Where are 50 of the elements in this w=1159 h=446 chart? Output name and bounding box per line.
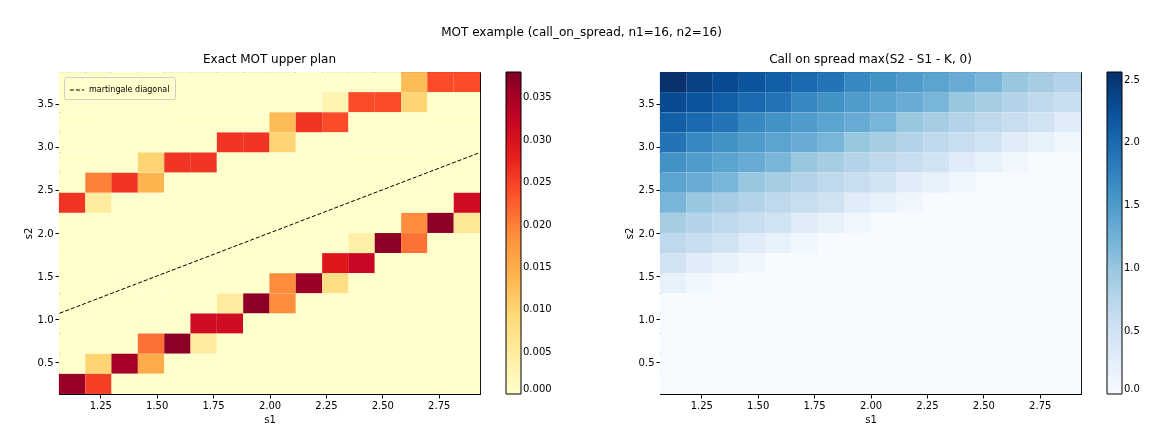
x-tick-label: 1.50 <box>146 399 169 411</box>
x-tick-label: 2.50 <box>972 399 995 411</box>
color-bar-label: 1.5 <box>1124 199 1140 211</box>
color-bar-label: 0.000 <box>523 383 552 394</box>
y-axis-title: s2 <box>623 227 635 240</box>
y-tick-label: 0.5 <box>37 356 54 368</box>
x-tick-label: 2.00 <box>859 399 883 411</box>
y-tick-label: 2.0 <box>37 227 54 239</box>
color-bar-label: 2.5 <box>1124 73 1140 85</box>
x-tick-label: 2.25 <box>315 399 338 411</box>
y-tick-label: 1.0 <box>37 313 54 325</box>
y-tick-label: 2.5 <box>638 184 655 196</box>
color-bar-label: 0.020 <box>523 218 552 230</box>
color-bar-label: 0.5 <box>1124 325 1140 337</box>
y-tick-label: 3.0 <box>638 141 655 153</box>
x-axis-title: s1 <box>264 413 276 425</box>
y-tick-label: 3.5 <box>37 98 54 110</box>
color-bar-label: 0.035 <box>523 91 552 103</box>
color-bar-label: 0.010 <box>523 303 552 315</box>
x-tick-label: 2.50 <box>371 399 394 411</box>
color-bar-label: 0.005 <box>523 345 552 357</box>
y-tick-label: 1.5 <box>638 270 655 282</box>
y-tick-label: 2.5 <box>37 184 54 196</box>
x-tick-label: 1.75 <box>803 399 826 411</box>
x-tick-label: 1.25 <box>89 399 112 411</box>
color-bar-label: 0.015 <box>523 260 552 272</box>
x-tick-label: 1.50 <box>747 399 770 411</box>
legend-label: martingale diagonal <box>89 85 170 94</box>
color-bar-label: 0.030 <box>523 133 552 145</box>
x-tick-label: 2.75 <box>1029 399 1052 411</box>
chart-title: Exact MOT upper plan <box>203 52 336 66</box>
x-tick-label: 1.75 <box>202 399 225 411</box>
color-bar-label: 2.0 <box>1124 136 1140 148</box>
color-bar-label: 0.0 <box>1124 383 1140 394</box>
color-bar-label: 1.0 <box>1124 262 1140 274</box>
x-tick-label: 2.00 <box>258 399 282 411</box>
y-tick-label: 3.0 <box>37 141 54 153</box>
x-tick-label: 2.25 <box>916 399 939 411</box>
text: MOT example (call_on_spread, n1=16, n2=16) <box>441 24 722 39</box>
chart-title: Call on spread max(S2 - S1 - K, 0) <box>769 52 972 66</box>
y-tick-label: 1.5 <box>37 270 54 282</box>
x-tick-label: 1.25 <box>690 399 713 411</box>
y-tick-label: 2.0 <box>638 227 655 239</box>
y-tick-label: 1.0 <box>638 313 655 325</box>
x-axis-title: s1 <box>865 413 877 425</box>
y-axis-title: s2 <box>22 227 34 240</box>
y-tick-label: 3.5 <box>638 98 655 110</box>
y-tick-label: 0.5 <box>638 356 655 368</box>
color-bar-label: 0.025 <box>523 176 552 188</box>
x-tick-label: 2.75 <box>428 399 451 411</box>
